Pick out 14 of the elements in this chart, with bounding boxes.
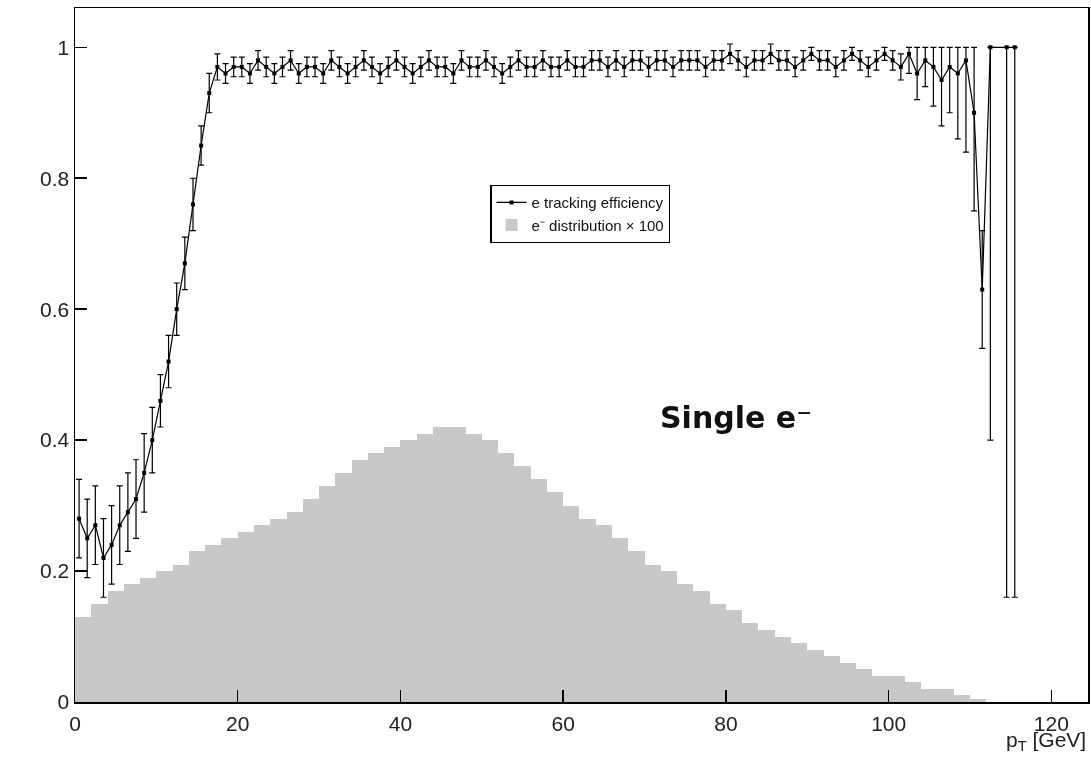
y-tick-label: 0.6 [40,297,70,321]
x-tick-label: 100 [871,711,907,735]
x-tick-label: 40 [388,711,413,735]
x-tick-label: 60 [551,711,575,735]
y-tick-label: 0 [57,690,70,714]
x-tick-label: 20 [226,711,250,735]
annotation: Single e⁻ [660,400,812,435]
y-tick-label: 0.8 [40,166,70,190]
legend-label: e tracking efficiency [531,194,664,212]
y-tick-label: 1 [57,35,70,59]
y-tick-label: 0.2 [40,559,70,583]
y-tick-label: 0.4 [40,428,70,452]
legend-label: e⁻ distribution × 100 [531,216,664,234]
x-tick-label: 80 [714,711,738,735]
